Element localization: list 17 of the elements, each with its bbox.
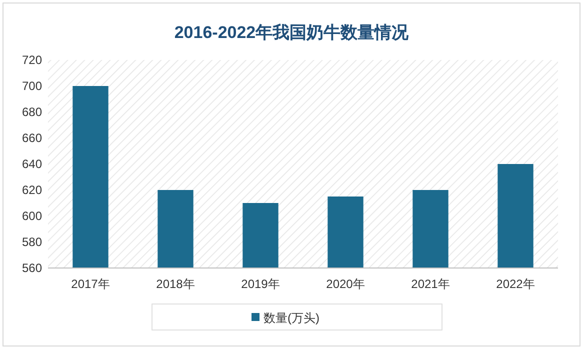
x-tick-label: 2022年 <box>496 277 535 291</box>
x-tick-label: 2018年 <box>156 277 195 291</box>
y-tick-label: 580 <box>22 235 42 249</box>
y-tick-label: 700 <box>22 79 42 93</box>
y-tick-label: 660 <box>22 131 42 145</box>
legend-label: 数量(万头) <box>264 311 320 325</box>
y-tick-label: 560 <box>22 261 42 275</box>
x-tick-label: 2017年 <box>71 277 110 291</box>
x-tick-label: 2019年 <box>241 277 280 291</box>
y-tick-label: 600 <box>22 209 42 223</box>
x-tick-label: 2021年 <box>411 277 450 291</box>
x-tick-label: 2020年 <box>326 277 365 291</box>
y-tick-label: 640 <box>22 157 42 171</box>
chart-title: 2016-2022年我国奶牛数量情况 <box>174 23 410 42</box>
y-tick-label: 620 <box>22 183 42 197</box>
y-tick-label: 720 <box>22 53 42 67</box>
y-tick-label: 680 <box>22 105 42 119</box>
